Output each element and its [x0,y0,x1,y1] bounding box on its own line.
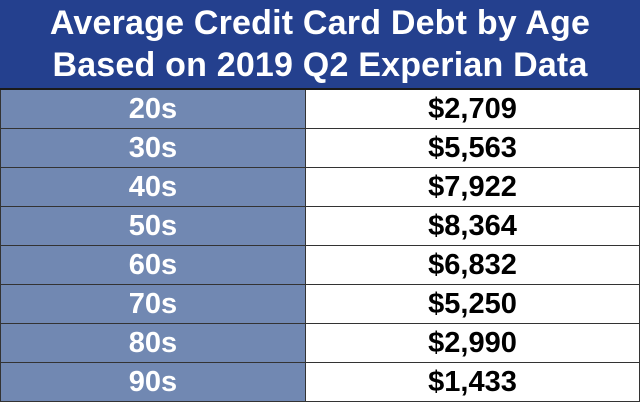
age-cell: 90s [0,363,306,402]
debt-value-cell: $2,709 [306,90,640,129]
table-row: 40s $7,922 [0,168,640,207]
age-cell: 80s [0,324,306,363]
debt-value-cell: $1,433 [306,363,640,402]
table-row: 20s $2,709 [0,90,640,129]
table-title-line-2: Based on 2019 Q2 Experian Data [52,46,588,84]
age-cell: 70s [0,285,306,324]
debt-value-cell: $7,922 [306,168,640,207]
debt-value-cell: $5,250 [306,285,640,324]
debt-value-cell: $2,990 [306,324,640,363]
age-cell: 20s [0,90,306,129]
age-cell: 50s [0,207,306,246]
table-row: 90s $1,433 [0,363,640,402]
debt-value-cell: $8,364 [306,207,640,246]
debt-value-cell: $6,832 [306,246,640,285]
table-row: 30s $5,563 [0,129,640,168]
table-row: 50s $8,364 [0,207,640,246]
debt-value-cell: $5,563 [306,129,640,168]
table-row: 80s $2,990 [0,324,640,363]
table-row: 70s $5,250 [0,285,640,324]
table-body: 20s $2,709 30s $5,563 40s $7,922 50s $8,364 60s $… [0,90,640,402]
table-row: 60s $6,832 [0,246,640,285]
age-cell: 40s [0,168,306,207]
table-title-block: Average Credit Card Debt by Age Based on… [0,0,640,90]
table-title-line-1: Average Credit Card Debt by Age [49,4,591,42]
age-cell: 60s [0,246,306,285]
age-cell: 30s [0,129,306,168]
